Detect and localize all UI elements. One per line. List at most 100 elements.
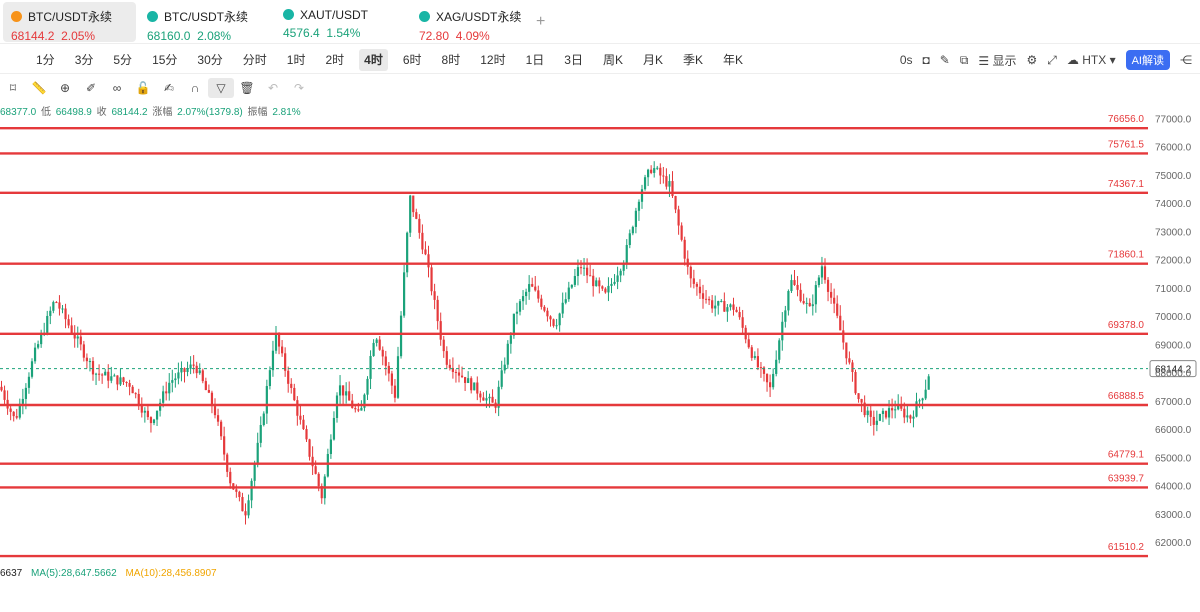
interval-3d[interactable]: 3日 [564,52,583,67]
candle [259,416,262,448]
interval-month[interactable]: 月K [642,52,663,67]
candle [479,390,482,403]
interval-quarter[interactable]: 季K [683,52,704,67]
candle [595,277,598,287]
interval-2h[interactable]: 2时 [325,52,345,67]
add-tab-button[interactable]: + [536,13,546,30]
candle [241,492,244,512]
camera-icon[interactable]: ◘ [922,53,930,67]
interval-3m[interactable]: 3分 [74,52,94,67]
candle [64,303,67,329]
candle [201,368,204,384]
candle [427,245,430,278]
pen-icon[interactable]: ✎ [939,53,950,67]
exchange-select[interactable]: ☁ HTX ▾ [1066,53,1116,67]
low-label: 低 [40,107,51,118]
display-button[interactable]: ☰ 显示 [978,53,1017,68]
symbol-tab-xaut[interactable]: XAUT/USDT 4576.4 1.54% [275,2,408,42]
magnet-icon[interactable]: ∩ [190,81,200,95]
candle [134,392,137,399]
candle [470,376,473,394]
candle [183,367,186,383]
candle [137,388,140,410]
candle [924,379,927,401]
candle [348,381,351,401]
symbol-tab-xag-perp[interactable]: XAG/USDT永续 72.80 4.09% [411,2,544,43]
candlestick-chart[interactable]: 76656.0 75761.5 74367.1 71860.1 69378.0 66888… [0,100,1200,612]
candle [839,305,842,331]
binoculars-icon[interactable]: ∞ [112,81,122,95]
fullscreen-icon[interactable]: ⤢ [1047,52,1057,67]
interval-15m[interactable]: 15分 [152,52,178,67]
y-tick-label: 62000.0 [1155,538,1192,549]
candle [125,381,128,387]
trash-icon[interactable]: 🗑 [239,81,255,95]
candle [909,414,912,424]
ai-analysis-button[interactable]: AI解读 [1125,50,1170,70]
candle [3,385,6,406]
interval-5m[interactable]: 5分 [113,52,133,67]
candle [323,474,326,505]
candle [107,364,110,389]
interval-1m[interactable]: 1分 [36,52,55,67]
candle [482,392,485,401]
candle [772,368,775,390]
interval-year[interactable]: 年K [723,52,744,67]
candle [265,379,268,424]
brush-icon[interactable]: ✐ [85,81,97,95]
candle [46,310,49,336]
symbol-tab-btc-perp-2[interactable]: BTC/USDT永续 68160.0 2.08% [139,2,272,43]
candle [796,276,799,297]
candle [637,199,641,221]
candle [628,229,631,249]
candle [598,277,601,294]
symbol-change: 2.05% [61,28,96,43]
interval-4h[interactable]: 4时 [359,48,388,71]
candle [665,168,668,190]
lock-icon[interactable]: 🔓 [135,81,151,95]
price-level-label: 66888.5 [1108,391,1145,402]
candle [561,292,564,318]
settings-icon[interactable]: ⚙ [1026,53,1038,67]
candle [704,289,708,304]
candle [372,339,375,357]
candle [287,366,290,393]
candle [37,340,40,350]
interval-6h[interactable]: 6时 [402,52,422,67]
interval-week[interactable]: 周K [602,52,623,67]
interval-8h[interactable]: 8时 [441,52,461,67]
candle [759,362,763,378]
zoom-in-icon[interactable]: ⊕ [59,81,71,95]
candle [640,184,644,209]
ruler-icon[interactable]: 📏 [31,81,47,95]
teal-coin-icon [283,9,294,20]
candle [805,297,808,314]
edit-note-icon[interactable]: ✍ [163,81,175,95]
interval-timeline[interactable]: 分时 [242,52,267,67]
candle [6,390,9,415]
cursor-icon[interactable]: ⌑ [9,81,17,95]
candle [85,353,88,369]
interval-1h[interactable]: 1时 [286,52,306,67]
window-icon[interactable]: ⧉ [959,52,969,67]
candle [403,264,406,318]
candle [570,284,573,289]
candle [765,373,769,392]
symbol-tab-btc-perp[interactable]: BTC/USDT永续 68144.2 2.05% [3,1,136,43]
low-value: 66498.9 [55,107,92,118]
candle [311,446,314,475]
share-icon[interactable]: ⋲ [1180,53,1192,67]
filter-icon[interactable]: ▽ [208,78,234,98]
candle [662,166,665,184]
candle [250,478,253,509]
interval-30m[interactable]: 30分 [197,52,223,67]
candle [881,408,885,423]
undo-icon[interactable]: ↶ [267,81,279,95]
candle [302,414,305,430]
interval-12h[interactable]: 12时 [480,52,506,67]
candle [192,355,195,374]
candle [808,298,811,307]
candle [647,168,650,187]
redo-icon[interactable]: ↷ [293,81,305,95]
interval-1d[interactable]: 1日 [525,52,545,67]
